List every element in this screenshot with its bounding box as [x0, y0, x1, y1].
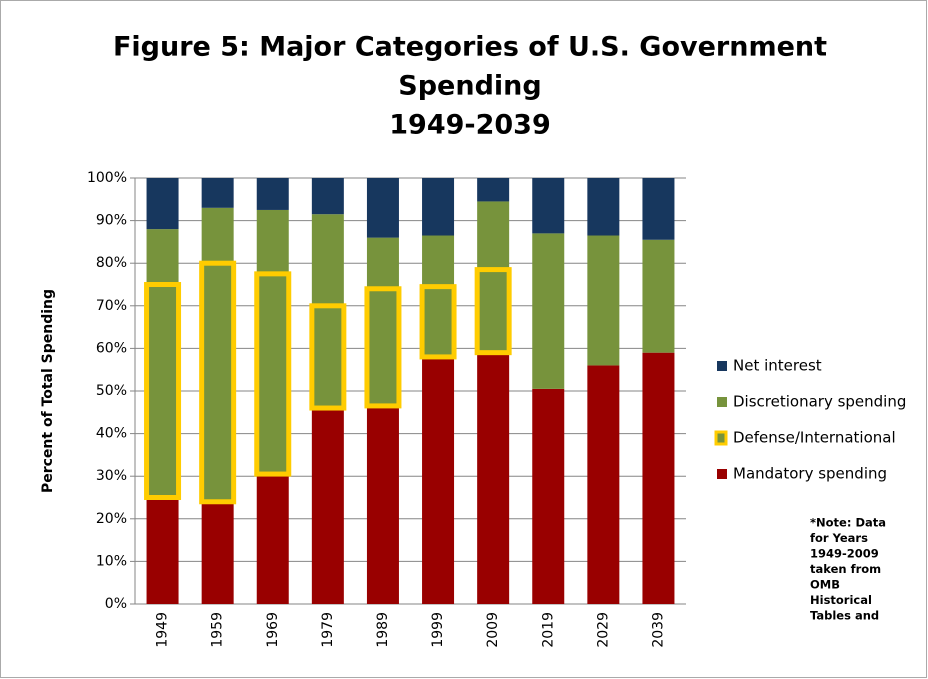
bar-segment — [477, 178, 510, 202]
bar-segment — [311, 408, 344, 604]
bar-segment — [146, 178, 179, 230]
bar-segment — [201, 207, 234, 502]
legend-swatch — [717, 469, 727, 479]
y-tick-label: 30% — [96, 468, 127, 484]
defense-outline — [474, 267, 512, 356]
bar-segment — [587, 178, 620, 236]
y-tick-label: 10% — [96, 553, 127, 569]
defense-outline — [419, 284, 457, 360]
bar-segment — [422, 356, 455, 604]
note: Tables and — [810, 609, 879, 623]
bar-segment — [256, 474, 289, 604]
bar-segment — [532, 233, 565, 389]
x-tick-label: 2009 — [485, 612, 501, 648]
bar-segment — [532, 388, 565, 604]
y-tick-label: 70% — [96, 298, 127, 314]
bar-segment — [477, 352, 510, 604]
note: OMB — [810, 578, 840, 592]
legend-swatch — [714, 430, 728, 446]
legend-label: Discretionary spending — [733, 393, 906, 411]
defense-outline — [309, 303, 347, 411]
chart-title: Spending — [398, 71, 541, 102]
bar-segment — [146, 497, 179, 604]
x-tick-label: 1959 — [210, 612, 226, 648]
bar-segment — [477, 201, 510, 353]
x-tick-label: 1949 — [155, 612, 171, 648]
bar-segment — [587, 365, 620, 604]
legend-swatch — [717, 361, 727, 371]
y-tick-label: 90% — [96, 213, 127, 229]
x-tick-label: 2039 — [650, 612, 666, 648]
legend-label: Defense/International — [733, 429, 896, 447]
note: *Note: Data — [810, 516, 886, 530]
y-tick-label: 50% — [96, 383, 127, 399]
y-tick-label: 60% — [96, 340, 127, 356]
bar-segment — [201, 501, 234, 604]
bar-segment — [366, 237, 399, 406]
bar-segment — [256, 178, 289, 210]
bar-segment — [256, 209, 289, 475]
bar-segment — [642, 352, 675, 604]
x-tick-label: 2019 — [540, 612, 556, 648]
x-tick-label: 1969 — [265, 612, 281, 648]
bar-segment — [587, 235, 620, 366]
legend-label: Net interest — [733, 357, 822, 375]
bar-segment — [311, 214, 344, 409]
x-tick-label: 1999 — [430, 612, 446, 648]
bar-segment — [422, 235, 455, 357]
chart-title: Figure 5: Major Categories of U.S. Gover… — [113, 32, 827, 63]
y-tick-label: 20% — [96, 511, 127, 527]
x-tick-label: 1989 — [375, 612, 391, 648]
bar-segment — [642, 239, 675, 353]
bar-segment — [532, 178, 565, 234]
note: 1949-2009 — [810, 547, 879, 561]
x-tick-label: 2029 — [595, 612, 611, 648]
x-tick-label: 1979 — [320, 612, 336, 648]
defense-outline — [254, 271, 292, 477]
bar-segment — [366, 405, 399, 604]
y-tick-label: 0% — [105, 596, 127, 612]
bar-segment — [422, 178, 455, 236]
note: Historical — [810, 593, 872, 607]
legend-swatch — [717, 397, 727, 407]
bar-segment — [311, 178, 344, 215]
y-axis-label: Percent of Total Spending — [40, 289, 56, 493]
chart-title: 1949-2039 — [389, 110, 551, 141]
y-tick-label: 40% — [96, 426, 127, 442]
bar-segment — [146, 229, 179, 498]
defense-outline — [199, 260, 237, 505]
bar-segment — [201, 178, 234, 208]
defense-outline — [364, 286, 402, 409]
y-tick-label: 80% — [96, 255, 127, 271]
y-tick-label: 100% — [87, 170, 127, 186]
note: taken from — [810, 562, 881, 576]
legend-label: Mandatory spending — [733, 465, 887, 483]
note: for Years — [810, 531, 868, 545]
bar-segment — [366, 178, 399, 238]
bar-segment — [642, 178, 675, 240]
defense-outline — [144, 282, 182, 500]
